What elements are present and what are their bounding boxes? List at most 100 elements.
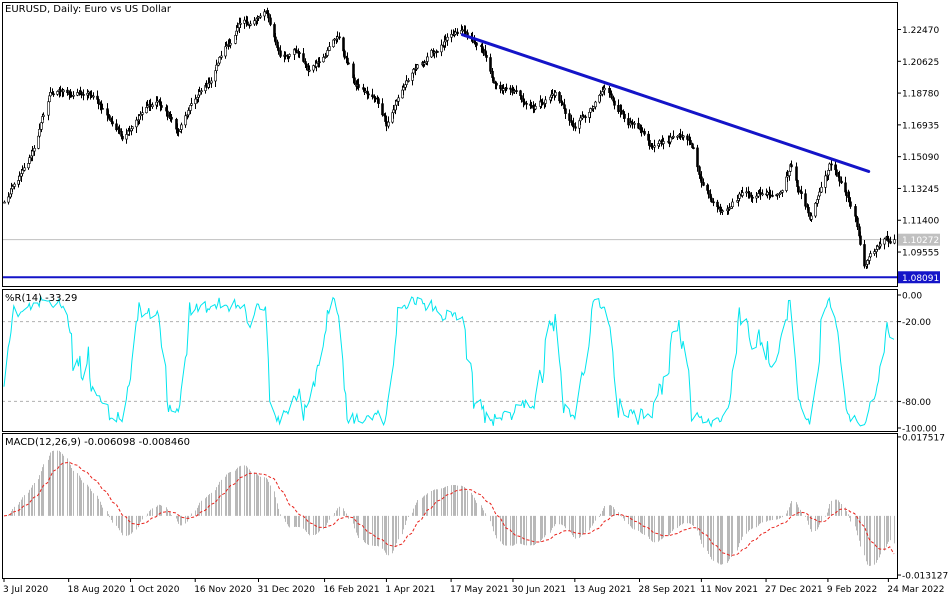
- price-candle: [220, 50, 223, 60]
- candle-body: [312, 65, 315, 71]
- price-candle: [589, 107, 592, 119]
- current-price-label: 1.10272: [902, 236, 939, 246]
- price-tick-label: 1.16935: [902, 121, 939, 131]
- price-candle: [869, 250, 872, 259]
- price-candle: [592, 106, 595, 113]
- candle-body: [177, 129, 180, 132]
- macd-tick-label: -0.013127: [902, 572, 948, 582]
- candle-body: [751, 196, 754, 199]
- price-candle: [627, 112, 630, 129]
- candle-body: [748, 192, 751, 196]
- price-candle: [771, 190, 774, 198]
- price-candle: [257, 15, 260, 22]
- price-candle: [613, 98, 616, 110]
- candle-body: [218, 57, 221, 64]
- price-candle: [423, 59, 426, 67]
- price-candle: [489, 53, 492, 75]
- candle-body: [824, 175, 827, 188]
- price-candle: [887, 235, 890, 248]
- candle-body: [698, 166, 701, 175]
- candle-body: [277, 47, 280, 52]
- price-candle: [13, 182, 16, 190]
- time-tick-label: 11 Nov 2021: [700, 585, 758, 595]
- price-candle: [430, 48, 433, 59]
- price-candle: [879, 237, 882, 249]
- support-price-label: 1.08091: [902, 274, 939, 284]
- candle-body: [80, 91, 83, 95]
- price-candle: [387, 116, 390, 129]
- candle-body: [807, 206, 810, 214]
- candle-body: [279, 50, 282, 57]
- candle-body: [444, 39, 447, 43]
- price-candle: [11, 184, 14, 192]
- candle-body: [194, 98, 197, 104]
- williams-r-tick-label: -80.00: [902, 398, 931, 408]
- price-candle: [712, 198, 715, 207]
- candle-body: [856, 217, 859, 228]
- price-candle: [166, 105, 169, 121]
- price-candle: [617, 99, 620, 114]
- candle-body: [59, 89, 62, 92]
- candle-body: [315, 63, 318, 67]
- panel-frames: [2, 2, 898, 579]
- candle-body: [761, 193, 764, 196]
- candle-body: [101, 108, 104, 110]
- candle-body: [263, 11, 266, 17]
- williams-r-panel-title: %R(14) -33.29: [5, 293, 77, 304]
- candle-body: [489, 57, 492, 72]
- price-candle: [33, 145, 36, 156]
- candle-body: [759, 192, 762, 195]
- price-candle: [579, 114, 582, 125]
- chart-objects[interactable]: [2, 33, 897, 279]
- candle-body: [800, 191, 803, 195]
- candle-body: [876, 246, 879, 250]
- candle-body: [125, 134, 128, 140]
- candle-body: [208, 82, 211, 85]
- candle-body: [253, 20, 256, 25]
- support-price-badge: 1.08091: [898, 271, 940, 284]
- candle-body: [710, 197, 713, 203]
- price-candle: [835, 164, 838, 177]
- price-candle: [108, 114, 111, 121]
- time-tick-label: 1 Apr 2021: [385, 585, 435, 595]
- candle-body: [579, 117, 582, 122]
- price-candle: [239, 17, 242, 29]
- candle-body: [482, 48, 485, 52]
- price-candle: [125, 128, 128, 144]
- price-candle: [263, 9, 266, 21]
- candle-body: [249, 23, 252, 26]
- price-candle: [253, 17, 256, 26]
- candle-body: [243, 19, 246, 24]
- price-tick-label: 1.13245: [902, 185, 939, 195]
- candle-body: [610, 93, 613, 98]
- price-candle: [689, 136, 692, 145]
- candle-body: [814, 203, 817, 217]
- candle-body: [274, 36, 277, 43]
- price-candle: [397, 94, 400, 107]
- price-candle: [131, 126, 134, 132]
- candle-body: [11, 186, 14, 190]
- price-candle: [97, 97, 100, 110]
- price-candle: [786, 170, 789, 183]
- price-candle: [721, 209, 724, 216]
- candle-body: [405, 80, 408, 85]
- time-tick-label: 17 May 2021: [450, 585, 509, 595]
- price-candle: [541, 98, 544, 106]
- current-price-badge-bg: [898, 233, 940, 246]
- candle-body: [700, 176, 703, 183]
- price-candle: [568, 109, 571, 126]
- candle-body: [48, 95, 51, 103]
- candle-body: [633, 123, 636, 125]
- williams-r-tick-label: -20.00: [902, 318, 931, 328]
- candle-body: [407, 80, 410, 82]
- candle-body: [115, 123, 118, 131]
- candle-body: [56, 91, 59, 95]
- candle-body: [893, 239, 896, 244]
- resistance-trendline[interactable]: [460, 33, 871, 173]
- candle-body: [446, 36, 449, 41]
- price-candle: [180, 122, 183, 134]
- macd-panel-frame: [2, 433, 898, 579]
- price-candle: [662, 137, 665, 150]
